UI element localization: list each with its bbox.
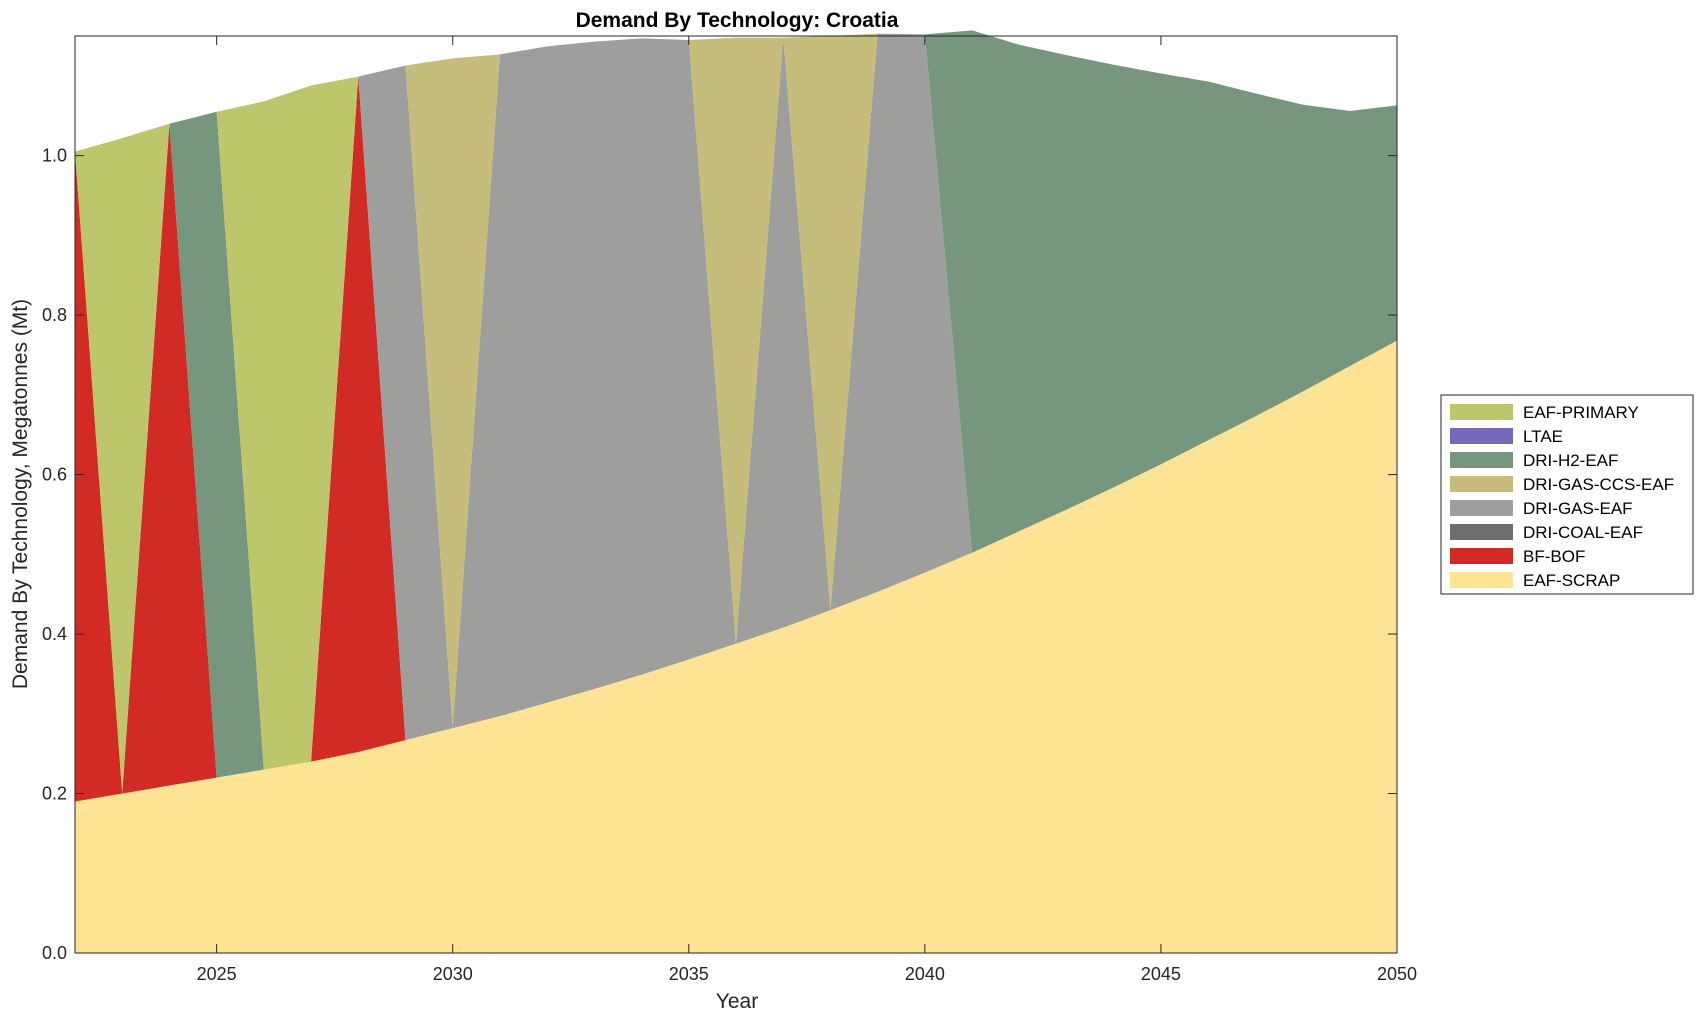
legend-swatch-eaf-primary — [1450, 404, 1513, 420]
legend-label-dri-h2-eaf: DRI-H2-EAF — [1523, 451, 1618, 470]
area-dri-h2-eaf — [75, 30, 1397, 794]
plot-frame — [74, 35, 1398, 954]
area-dri-gas-eaf — [75, 33, 1397, 794]
x-tick-label-2035: 2035 — [669, 964, 709, 984]
y-tick-label-5: 1.0 — [42, 146, 67, 166]
y-tick-label-0: 0.0 — [42, 943, 67, 963]
legend-label-dri-gas-eaf: DRI-GAS-EAF — [1523, 499, 1633, 518]
legend-swatch-eaf-scrap — [1450, 572, 1513, 588]
x-tick-label-2050: 2050 — [1377, 964, 1417, 984]
legend-swatch-dri-gas-ccs-eaf — [1450, 476, 1513, 492]
area-eaf-scrap — [75, 340, 1397, 954]
x-tick-label-2030: 2030 — [433, 964, 473, 984]
y-axis-ticks: 0.0 0.2 0.4 0.6 0.8 1.0 — [42, 146, 1397, 963]
x-tick-label-2045: 2045 — [1141, 964, 1181, 984]
y-axis-label: Demand By Technology, Megatonnes (Mt) — [9, 299, 32, 689]
legend-swatch-bf-bof — [1450, 548, 1513, 564]
legend-swatch-dri-coal-eaf — [1450, 524, 1513, 540]
legend-swatch-ltae — [1450, 428, 1513, 444]
x-axis-label: Year — [716, 990, 758, 1013]
y-tick-label-3: 0.6 — [42, 465, 67, 485]
area-dri-gas-ccs-eaf — [75, 33, 1397, 794]
legend-label-dri-coal-eaf: DRI-COAL-EAF — [1523, 523, 1643, 542]
legend: EAF-PRIMARY LTAE DRI-H2-EAF DRI-GAS-CCS-EAF… — [1440, 394, 1694, 595]
area-layers — [75, 30, 1397, 954]
y-tick-label-4: 0.8 — [42, 305, 67, 325]
x-axis-ticks: 2025 2030 2035 2040 2045 2050 — [197, 36, 1417, 984]
x-tick-label-2025: 2025 — [197, 964, 237, 984]
y-tick-label-2: 0.4 — [42, 624, 67, 644]
legend-label-eaf-scrap: EAF-SCRAP — [1523, 571, 1620, 590]
legend-swatch-dri-h2-eaf — [1450, 452, 1513, 468]
y-tick-label-1: 0.2 — [42, 784, 67, 804]
chart-title: Demand By Technology: Croatia — [576, 9, 899, 32]
legend-label-eaf-primary: EAF-PRIMARY — [1523, 403, 1639, 422]
area-bf-bof — [75, 76, 1397, 802]
legend-label-bf-bof: BF-BOF — [1523, 547, 1585, 566]
legend-label-ltae: LTAE — [1523, 427, 1563, 446]
legend-label-dri-gas-ccs-eaf: DRI-GAS-CCS-EAF — [1523, 475, 1674, 494]
x-tick-label-2040: 2040 — [905, 964, 945, 984]
legend-swatch-dri-gas-eaf — [1450, 500, 1513, 516]
